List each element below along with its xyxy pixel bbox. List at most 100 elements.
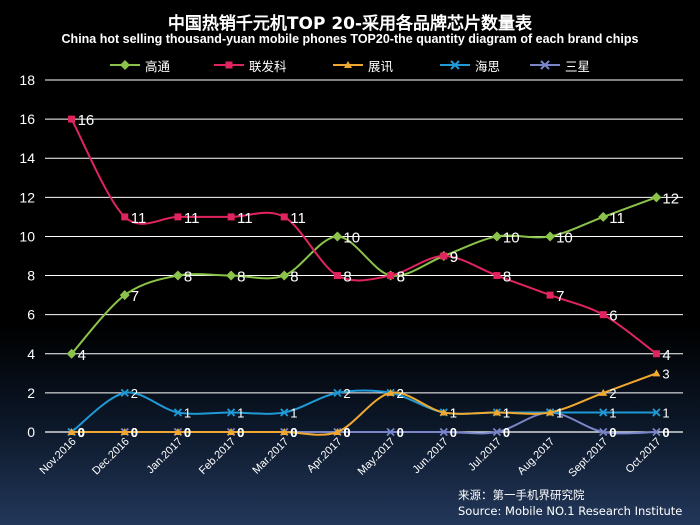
legend-item-samsung: 三星 [528, 56, 590, 74]
data-label: 11 [237, 210, 253, 227]
data-point [652, 369, 661, 377]
data-point [226, 408, 236, 417]
data-point [173, 408, 183, 417]
data-label: 9 [450, 249, 458, 266]
x-tick-label: May.2017 [356, 436, 398, 478]
data-label: 0 [184, 425, 191, 440]
x-tick-label: Aug.2017 [515, 436, 557, 478]
x-tick-label: Apr.2017 [305, 436, 345, 476]
data-point [226, 270, 237, 281]
data-point [546, 408, 555, 416]
data-label: 4 [78, 347, 86, 364]
data-label: 8 [397, 269, 405, 286]
y-tick-label: 8 [27, 268, 35, 284]
data-point [386, 427, 395, 437]
data-point [280, 408, 289, 417]
y-tick-label: 18 [19, 72, 35, 88]
source-line-cn: 来源：第一手机界研究院 [458, 488, 585, 502]
data-label: 1 [237, 405, 244, 420]
x-tick-label: Nov.2016 [37, 436, 78, 477]
x-tick-label: Jun.2017 [410, 436, 450, 476]
legend-swatch-square-icon [214, 61, 244, 69]
data-point [68, 115, 76, 123]
data-label: 6 [609, 308, 617, 325]
source-line-en: Source: Mobile NO.1 Research Institute [458, 504, 683, 518]
legend-item-qualcomm: 高通 [108, 56, 170, 74]
data-label: 1 [290, 405, 297, 420]
legend-label: 联发科 [249, 58, 287, 74]
data-point [599, 427, 608, 437]
data-label: 11 [184, 210, 200, 227]
data-label: 0 [609, 425, 616, 440]
data-point [598, 211, 609, 222]
data-point [599, 388, 608, 396]
data-label: 0 [78, 425, 85, 440]
chart-title: 中国热销千元机TOP 20-采用各品牌芯片数量表 [167, 14, 533, 34]
data-label: 2 [397, 386, 404, 401]
data-label: 0 [662, 425, 669, 440]
data-label: 0 [131, 425, 138, 440]
data-label: 0 [237, 425, 244, 440]
data-label: 1 [184, 405, 191, 420]
legend-item-spreadtrum: 展讯 [331, 56, 393, 74]
x-tick-label: Sept.2017 [566, 436, 610, 480]
data-label: 10 [343, 229, 360, 246]
data-label: 10 [556, 229, 573, 246]
series-line [71, 372, 657, 436]
data-label: 7 [131, 288, 139, 305]
data-label: 1 [450, 405, 457, 420]
data-label: 1 [662, 405, 669, 420]
data-point [440, 252, 448, 260]
data-label: 8 [290, 269, 298, 286]
data-label: 3 [662, 366, 669, 381]
data-point [227, 428, 236, 435]
data-label: 0 [78, 425, 85, 440]
x-tick-label: Mar.2017 [250, 436, 291, 477]
y-tick-label: 2 [27, 385, 35, 401]
data-point [546, 291, 554, 299]
series-line [71, 411, 657, 435]
data-label: 1 [609, 405, 616, 420]
data-point [66, 348, 77, 359]
x-tick-label: Oct.2017 [623, 436, 663, 476]
data-label: 1 [556, 405, 563, 420]
legend-label: 海思 [475, 58, 501, 74]
data-point [280, 213, 288, 221]
x-tick-label: Feb.2017 [197, 436, 238, 477]
data-point [333, 428, 342, 435]
data-label: 11 [131, 210, 147, 227]
data-label: 9 [450, 249, 458, 266]
data-label: 0 [343, 425, 350, 440]
data-point [493, 272, 501, 280]
y-tick-label: 16 [19, 111, 35, 127]
data-point [121, 213, 129, 221]
data-point [599, 408, 608, 417]
data-point [599, 311, 607, 319]
data-label: 2 [397, 386, 404, 401]
data-point [545, 231, 556, 242]
x-tick-label: Dec.2016 [90, 436, 132, 478]
legend-item-mediatek: 联发科 [212, 56, 287, 74]
data-label: 8 [343, 269, 351, 286]
data-point [387, 272, 395, 280]
y-tick-label: 0 [27, 424, 35, 440]
data-point [120, 388, 129, 398]
x-tick-label: Jul.2017 [466, 436, 504, 474]
data-label: 0 [503, 425, 510, 440]
data-label: 0 [397, 425, 404, 440]
data-point [332, 231, 343, 242]
legend-swatch-x-icon [530, 60, 560, 70]
data-label: 8 [184, 269, 192, 286]
data-label: 11 [290, 210, 306, 227]
data-point [174, 213, 182, 221]
data-label: 10 [503, 229, 520, 246]
data-point [439, 427, 448, 437]
data-label: 0 [290, 425, 297, 440]
data-label: 0 [343, 425, 350, 440]
data-point [652, 350, 660, 358]
data-point [120, 428, 129, 435]
legend-label: 三星 [565, 58, 591, 74]
data-label: 2 [343, 386, 350, 401]
y-tick-label: 12 [19, 189, 35, 205]
data-label: 12 [662, 190, 679, 207]
